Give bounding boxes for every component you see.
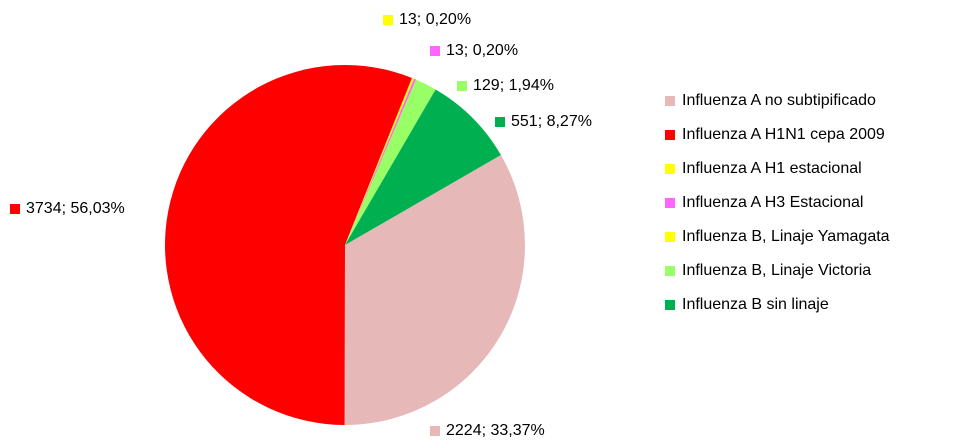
label-swatch <box>10 204 20 214</box>
legend-label: Influenza A no subtipificado <box>682 92 876 109</box>
pie-slice <box>345 89 501 246</box>
pie-slice <box>165 64 413 425</box>
data-label: 129; 1,94% <box>473 77 554 94</box>
legend-label: Influenza A H1 estacional <box>682 160 862 177</box>
data-label: 3734; 56,03% <box>26 200 125 217</box>
legend-label: Influenza A H1N1 cepa 2009 <box>682 126 885 143</box>
label-swatch <box>430 46 440 56</box>
legend-label: Influenza B sin linaje <box>682 296 829 313</box>
pie-slice <box>344 155 525 425</box>
data-label: 551; 8,27% <box>511 113 592 130</box>
legend-swatch <box>665 164 675 174</box>
legend-swatch <box>665 266 675 276</box>
legend-label: Influenza B, Linaje Victoria <box>682 262 871 279</box>
pie-slice <box>345 77 415 245</box>
pie-slice <box>345 79 436 245</box>
data-label: 13; 0,20% <box>446 42 518 59</box>
legend-swatch <box>665 232 675 242</box>
legend-swatch <box>665 130 675 140</box>
legend-label: Influenza B, Linaje Yamagata <box>682 228 890 245</box>
legend-swatch <box>665 96 675 106</box>
pie-slice <box>345 78 417 245</box>
label-swatch <box>430 426 440 436</box>
data-label: 2224; 33,37% <box>446 422 545 439</box>
label-swatch <box>495 117 505 127</box>
label-swatch <box>383 15 393 25</box>
label-swatch <box>457 81 467 91</box>
data-label: 13; 0,20% <box>399 11 471 28</box>
legend-label: Influenza A H3 Estacional <box>682 194 863 211</box>
legend-swatch <box>665 198 675 208</box>
legend-swatch <box>665 300 675 310</box>
